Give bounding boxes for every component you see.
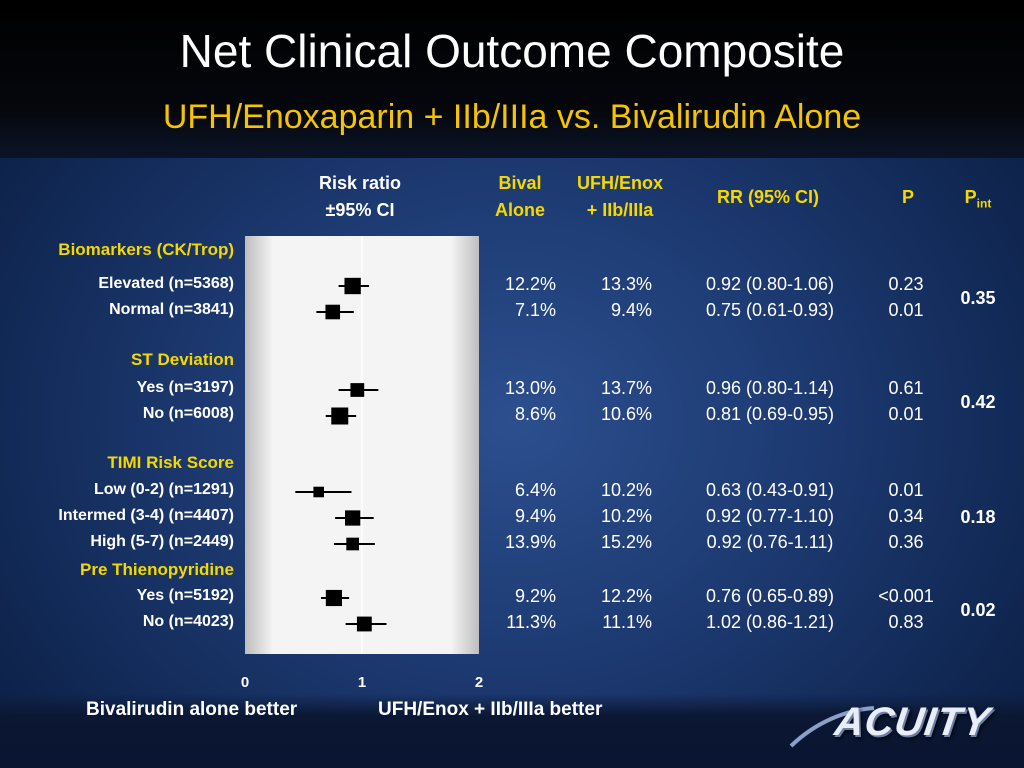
p-interaction: 0.02 [960, 600, 996, 620]
header-bival: Bival Alone [480, 170, 560, 224]
bival-rate: 13.0% [504, 378, 556, 398]
row-label: Normal (n=3841) [109, 301, 234, 318]
rr-ci: 0.81 (0.69-0.95) [705, 404, 835, 424]
x-tick-label: 1 [358, 674, 366, 691]
axis-ticks: 0 1 2 [241, 674, 483, 691]
header-ufh-line2: + IIb/IIIa [586, 200, 654, 220]
p-value: 0.01 [888, 404, 924, 424]
group-label: TIMI Risk Score [107, 453, 234, 472]
bival-rate: 9.4% [514, 506, 556, 526]
point-estimate [350, 383, 365, 397]
row-label: Intermed (3-4) (n=4407) [58, 507, 234, 524]
header-risk-ratio-line2: ±95% CI [325, 200, 395, 220]
slide-title: Net Clinical Outcome Composite [179, 25, 845, 77]
ufh-rate: 11.1% [602, 612, 652, 632]
row-label: No (n=4023) [142, 613, 234, 630]
p-value: 0.01 [888, 300, 924, 320]
ufh-rate: 15.2% [600, 532, 652, 552]
point-estimate [344, 277, 361, 295]
title-band [0, 0, 1024, 158]
footer-right-label: UFH/Enox + IIb/IIIa better [378, 699, 603, 720]
p-value: 0.23 [888, 274, 924, 294]
slide-subtitle: UFH/Enoxaparin + IIb/IIIa vs. Bivalirudi… [162, 98, 862, 136]
p-value: <0.001 [878, 586, 934, 606]
group-label: Pre Thienopyridine [80, 560, 234, 579]
point-estimate [356, 616, 372, 632]
rr-ci: 0.76 (0.65-0.89) [705, 586, 835, 606]
rr-ci: 0.92 (0.80-1.06) [705, 274, 835, 294]
header-pint: Pint [948, 184, 1008, 218]
p-value: 0.34 [888, 506, 924, 526]
acuity-logo: ACUITY [831, 700, 994, 744]
bival-rate: 6.4% [514, 480, 556, 500]
rr-ci: 1.02 (0.86-1.21) [705, 612, 835, 632]
point-estimate [325, 304, 341, 320]
point-estimate [331, 407, 349, 425]
p-interaction: 0.42 [960, 392, 996, 412]
row-label: No (n=6008) [142, 405, 234, 422]
p-interaction: 0.18 [960, 507, 996, 527]
x-tick-label: 2 [475, 674, 483, 691]
header-p: P [901, 187, 914, 207]
p-interaction: 0.35 [960, 288, 996, 308]
row-label: High (5-7) (n=2449) [90, 533, 234, 550]
row-label: Yes (n=3197) [136, 379, 234, 396]
point-estimate [325, 589, 342, 607]
rr-ci: 0.75 (0.61-0.93) [705, 300, 835, 320]
point-estimate [346, 537, 359, 551]
ufh-rate: 10.6% [600, 404, 652, 424]
row-label: Elevated (n=5368) [98, 275, 234, 292]
row-label: Yes (n=5192) [136, 587, 234, 604]
x-tick-label: 0 [241, 674, 249, 691]
forest-marks [295, 277, 387, 632]
ufh-rate: 13.3% [600, 274, 652, 294]
header-rr: RR (95% CI) [716, 187, 819, 207]
header-ufh: UFH/Enox + IIb/IIIa [562, 170, 678, 224]
ufh-rate: 13.7% [600, 378, 652, 398]
point-estimate [313, 486, 324, 498]
logo-swoosh-icon [789, 706, 875, 748]
p-value: 0.01 [888, 480, 924, 500]
bival-rate: 9.2% [514, 586, 556, 606]
group-label: ST Deviation [131, 350, 234, 369]
rr-ci: 0.63 (0.43-0.91) [705, 480, 835, 500]
rr-ci: 0.96 (0.80-1.14) [705, 378, 835, 398]
forest-plot: 0 1 2 [241, 236, 483, 691]
footer-band [0, 694, 1024, 768]
p-value: 0.83 [888, 612, 924, 632]
header-risk-ratio: Risk ratio ±95% CI [290, 170, 430, 224]
ufh-rate: 12.2% [600, 586, 652, 606]
p-value: 0.61 [888, 378, 924, 398]
group-label: Biomarkers (CK/Trop) [58, 240, 234, 259]
header-bival-line2: Alone [494, 200, 545, 220]
header-bival-line1: Bival [498, 173, 542, 193]
header-pint-main: P [964, 187, 977, 207]
point-estimate [345, 510, 361, 526]
bival-rate: 8.6% [514, 404, 556, 424]
p-value: 0.36 [888, 532, 924, 552]
header-ufh-line1: UFH/Enox [576, 173, 663, 193]
ufh-rate: 10.2% [600, 480, 652, 500]
ufh-rate: 10.2% [600, 506, 652, 526]
bival-rate: 11.3% [506, 612, 556, 632]
bival-rate: 13.9% [504, 532, 556, 552]
header-risk-ratio-line1: Risk ratio [318, 173, 402, 193]
header-pint-sub: int [976, 196, 992, 211]
bival-rate: 12.2% [504, 274, 556, 294]
footer-left-label: Bivalirudin alone better [86, 699, 298, 720]
rr-ci: 0.92 (0.76-1.11) [706, 532, 834, 552]
row-label: Low (0-2) (n=1291) [93, 481, 234, 498]
bival-rate: 7.1% [514, 300, 556, 320]
ufh-rate: 9.4% [610, 300, 652, 320]
rr-ci: 0.92 (0.77-1.10) [705, 506, 835, 526]
